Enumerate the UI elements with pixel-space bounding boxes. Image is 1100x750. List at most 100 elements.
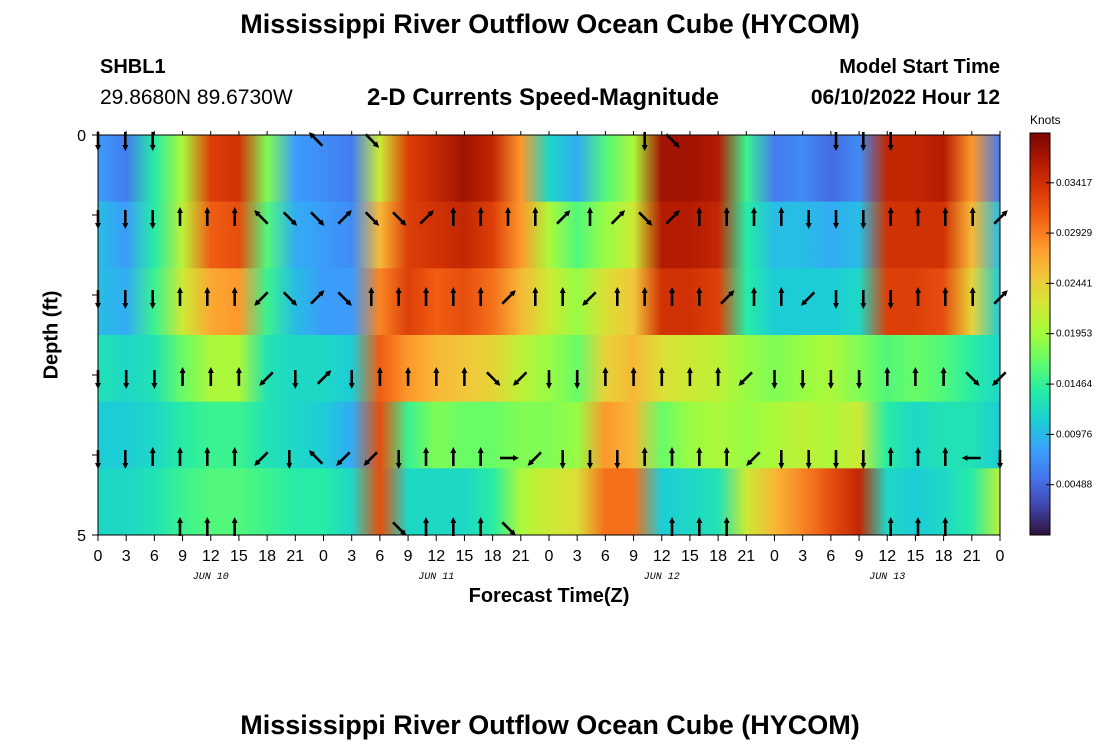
current-arrow xyxy=(254,451,269,466)
chart-title: 2-D Currents Speed-Magnitude xyxy=(367,84,720,111)
heatmap-band xyxy=(98,135,1000,203)
x-tick-label: 18 xyxy=(484,548,502,565)
x-tick-label: 0 xyxy=(545,548,554,565)
x-tick-label: 6 xyxy=(601,548,610,565)
x-tick-label: 0 xyxy=(996,548,1005,565)
current-arrow xyxy=(638,211,653,226)
x-tick-label: 12 xyxy=(202,548,220,565)
current-arrow xyxy=(282,291,298,306)
current-arrow xyxy=(501,290,516,305)
colorbar-tick-label: 0.03417 xyxy=(1056,178,1093,189)
colorbar-label: Knots xyxy=(1030,113,1061,127)
current-arrow xyxy=(485,371,501,386)
day-label: JUN 13 xyxy=(869,572,905,583)
current-arrow xyxy=(965,371,980,386)
current-arrow xyxy=(610,210,626,225)
current-arrow xyxy=(336,451,351,466)
x-tick-label: 3 xyxy=(122,548,131,565)
x-tick-label: 9 xyxy=(178,548,187,565)
day-label: JUN 11 xyxy=(418,572,454,583)
current-arrow xyxy=(363,451,378,466)
axes: 0 3 6 9 12 15 18 21 0 3 6 9 12 15 18 21 0 3 6 9 12 15 18 21 0 3 6 9… xyxy=(77,128,1004,583)
x-axis-label: Forecast Time(Z) xyxy=(468,585,630,607)
current-arrow xyxy=(282,211,298,226)
current-arrow xyxy=(254,291,269,306)
model-start-value: 06/10/2022 Hour 12 xyxy=(810,86,1000,109)
x-tick-label: 0 xyxy=(770,548,779,565)
x-tick-label: 21 xyxy=(963,548,981,565)
current-arrow xyxy=(512,371,528,386)
heatmap-band xyxy=(98,335,1000,403)
x-tick-label: 12 xyxy=(427,548,445,565)
x-tick-label: 18 xyxy=(935,548,953,565)
current-arrow xyxy=(392,211,407,226)
current-arrow xyxy=(337,291,352,306)
second-page-title: Mississippi River Outflow Ocean Cube (HY… xyxy=(240,710,860,740)
current-arrow xyxy=(337,210,352,225)
current-arrow xyxy=(800,291,816,306)
x-tick-label: 18 xyxy=(258,548,276,565)
x-tick-label: 15 xyxy=(681,548,699,565)
current-arrow xyxy=(419,210,434,225)
x-tick-label: 6 xyxy=(150,548,159,565)
x-tick-label: 3 xyxy=(798,548,807,565)
heatmap-band xyxy=(98,201,1000,269)
x-tick-label: 12 xyxy=(878,548,896,565)
current-arrow xyxy=(310,290,325,305)
x-tick-label: 15 xyxy=(456,548,474,565)
colorbar-tick-label: 0.00976 xyxy=(1056,429,1093,440)
current-arrow xyxy=(665,133,680,148)
x-tick-label: 12 xyxy=(653,548,671,565)
x-tick-label: 3 xyxy=(573,548,582,565)
current-vectors xyxy=(95,132,1008,536)
current-arrow xyxy=(738,371,753,386)
colorbar: 0.03417 0.02929 0.02441 0.01953 0.01464 0.009… xyxy=(1029,132,1093,536)
heatmap-band xyxy=(98,268,1000,336)
colorbar-tick-label: 0.02441 xyxy=(1056,278,1093,289)
x-tick-label: 9 xyxy=(855,548,864,565)
y-tick-label: 5 xyxy=(77,528,86,545)
x-tick-label: 0 xyxy=(94,548,103,565)
colorbar-tick-label: 0.01953 xyxy=(1056,329,1093,340)
day-label: JUN 10 xyxy=(193,572,229,583)
heatmap xyxy=(98,135,1000,535)
current-arrow xyxy=(582,291,597,306)
x-tick-label: 21 xyxy=(737,548,755,565)
current-arrow xyxy=(501,521,516,536)
model-start-label: Model Start Time xyxy=(839,56,1000,78)
x-tick-label: 6 xyxy=(375,548,384,565)
x-tick-label: 9 xyxy=(629,548,638,565)
current-arrow xyxy=(665,210,680,225)
current-arrow xyxy=(364,133,380,148)
colorbar-tick-label: 0.00488 xyxy=(1056,480,1093,491)
x-tick-label: 6 xyxy=(826,548,835,565)
station-id: SHBL1 xyxy=(100,56,166,78)
current-arrow xyxy=(310,211,325,226)
current-arrow xyxy=(259,371,274,386)
heatmap-band xyxy=(98,468,1000,535)
x-tick-label: 3 xyxy=(347,548,356,565)
current-arrow xyxy=(392,521,407,536)
x-tick-label: 9 xyxy=(404,548,413,565)
current-arrow xyxy=(308,132,324,147)
y-tick-label: 0 xyxy=(77,128,86,145)
current-arrow xyxy=(254,210,269,225)
day-label: JUN 12 xyxy=(644,572,680,583)
current-arrow xyxy=(556,210,571,225)
x-tick-label: 21 xyxy=(286,548,304,565)
colorbar-tick-label: 0.01464 xyxy=(1056,379,1093,390)
x-tick-label: 15 xyxy=(907,548,925,565)
current-arrow xyxy=(364,211,380,226)
colorbar-tick-label: 0.02929 xyxy=(1056,228,1093,239)
page-title: Mississippi River Outflow Ocean Cube (HY… xyxy=(240,9,860,39)
current-arrow xyxy=(527,451,542,466)
current-arrow xyxy=(720,290,735,305)
current-arrow xyxy=(316,370,332,385)
x-tick-label: 0 xyxy=(319,548,328,565)
station-coords: 29.8680N 89.6730W xyxy=(100,86,293,109)
heatmap-band xyxy=(98,401,1000,469)
x-tick-label: 15 xyxy=(230,548,248,565)
x-tick-label: 21 xyxy=(512,548,530,565)
current-arrow xyxy=(308,450,324,465)
